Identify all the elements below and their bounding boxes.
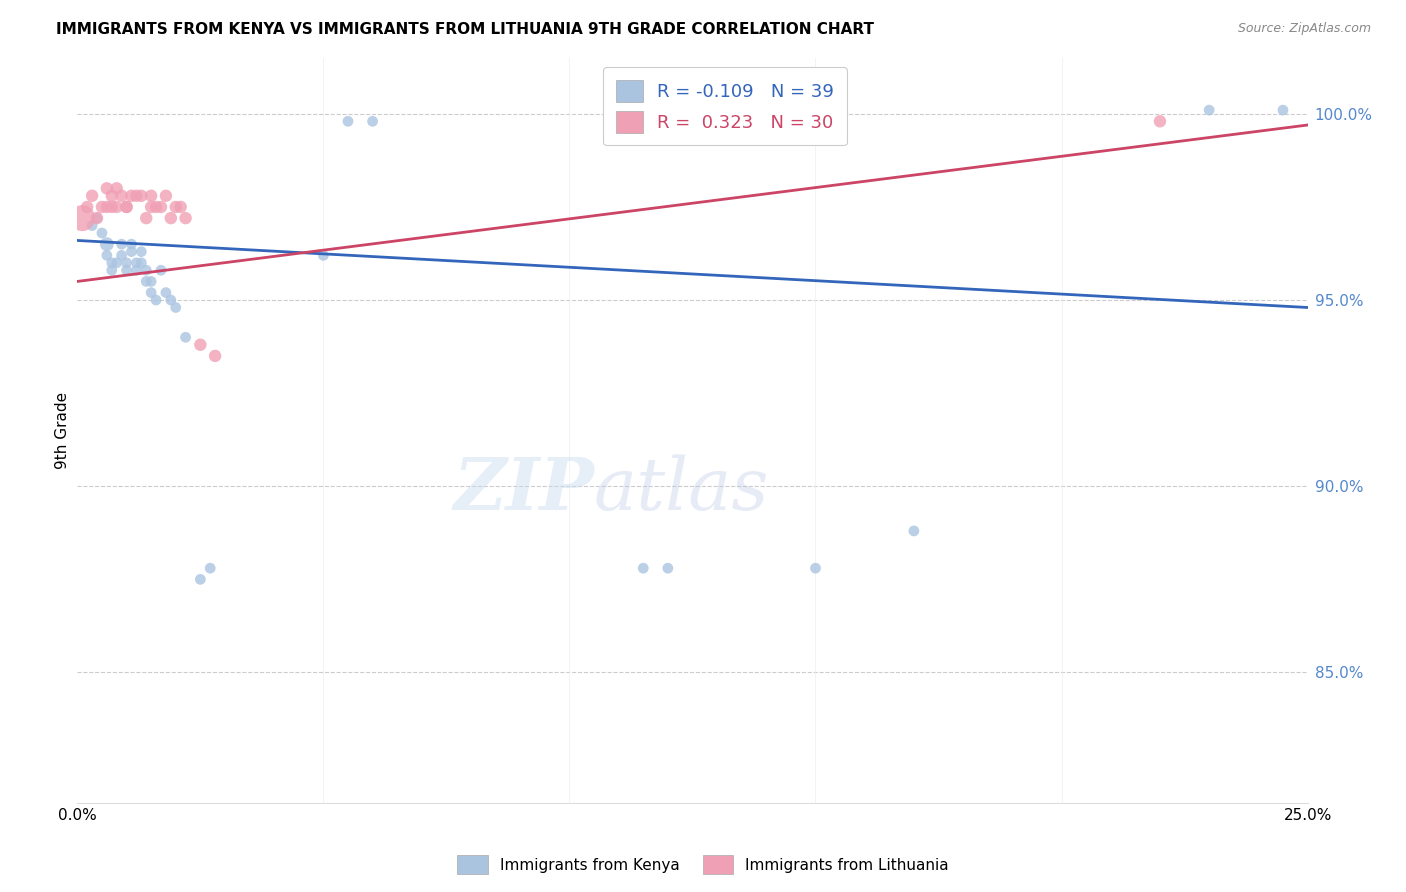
Point [135, 263, 157, 277]
Point [135, 274, 157, 288]
Point [1198, 103, 1220, 117]
Point [131, 188, 153, 202]
Point [155, 188, 177, 202]
Point [101, 200, 124, 214]
Point [115, 200, 138, 214]
Legend: Immigrants from Kenya, Immigrants from Lithuania: Immigrants from Kenya, Immigrants from L… [451, 849, 955, 880]
Point [150, 263, 173, 277]
Point [160, 211, 183, 226]
Text: Source: ZipAtlas.com: Source: ZipAtlas.com [1237, 22, 1371, 36]
Point [101, 188, 124, 202]
Point [633, 561, 655, 575]
Point [125, 188, 148, 202]
Point [337, 114, 360, 128]
Point [115, 263, 138, 277]
Point [165, 200, 187, 214]
Y-axis label: 9th Grade: 9th Grade [55, 392, 70, 469]
Point [131, 244, 153, 259]
Point [111, 248, 132, 262]
Point [190, 337, 212, 351]
Point [190, 572, 212, 586]
Point [121, 244, 143, 259]
Point [312, 248, 335, 262]
Point [1149, 114, 1171, 128]
Point [82, 188, 104, 202]
Point [111, 188, 132, 202]
Point [96, 237, 118, 252]
Point [96, 181, 118, 195]
Point [76, 200, 98, 214]
Point [200, 561, 222, 575]
Point [115, 200, 138, 214]
Point [86, 211, 108, 226]
Point [135, 211, 157, 226]
Point [105, 256, 128, 270]
Point [125, 256, 148, 270]
Point [160, 293, 183, 307]
Point [657, 561, 679, 575]
Point [141, 200, 163, 214]
Point [903, 524, 925, 538]
Point [96, 200, 118, 214]
Text: IMMIGRANTS FROM KENYA VS IMMIGRANTS FROM LITHUANIA 9TH GRADE CORRELATION CHART: IMMIGRANTS FROM KENYA VS IMMIGRANTS FROM… [56, 22, 875, 37]
Point [804, 561, 827, 575]
Point [145, 200, 167, 214]
Point [150, 200, 173, 214]
Point [70, 211, 93, 226]
Point [165, 301, 187, 315]
Point [361, 114, 384, 128]
Point [121, 237, 143, 252]
Text: atlas: atlas [595, 455, 769, 525]
Point [101, 256, 124, 270]
Point [155, 285, 177, 300]
Point [90, 200, 114, 214]
Point [174, 211, 197, 226]
Point [141, 274, 163, 288]
Point [141, 188, 163, 202]
Point [170, 200, 193, 214]
Point [141, 285, 163, 300]
Point [90, 226, 114, 240]
Point [86, 211, 108, 226]
Point [105, 200, 128, 214]
Point [125, 263, 148, 277]
Point [115, 256, 138, 270]
Point [101, 263, 124, 277]
Point [131, 256, 153, 270]
Point [1272, 103, 1295, 117]
Point [111, 237, 132, 252]
Point [96, 248, 118, 262]
Point [121, 188, 143, 202]
Legend: R = -0.109   N = 39, R =  0.323   N = 30: R = -0.109 N = 39, R = 0.323 N = 30 [603, 67, 846, 145]
Point [82, 219, 104, 233]
Text: ZIP: ZIP [453, 455, 595, 525]
Point [174, 330, 197, 344]
Point [204, 349, 226, 363]
Point [105, 181, 128, 195]
Point [145, 293, 167, 307]
